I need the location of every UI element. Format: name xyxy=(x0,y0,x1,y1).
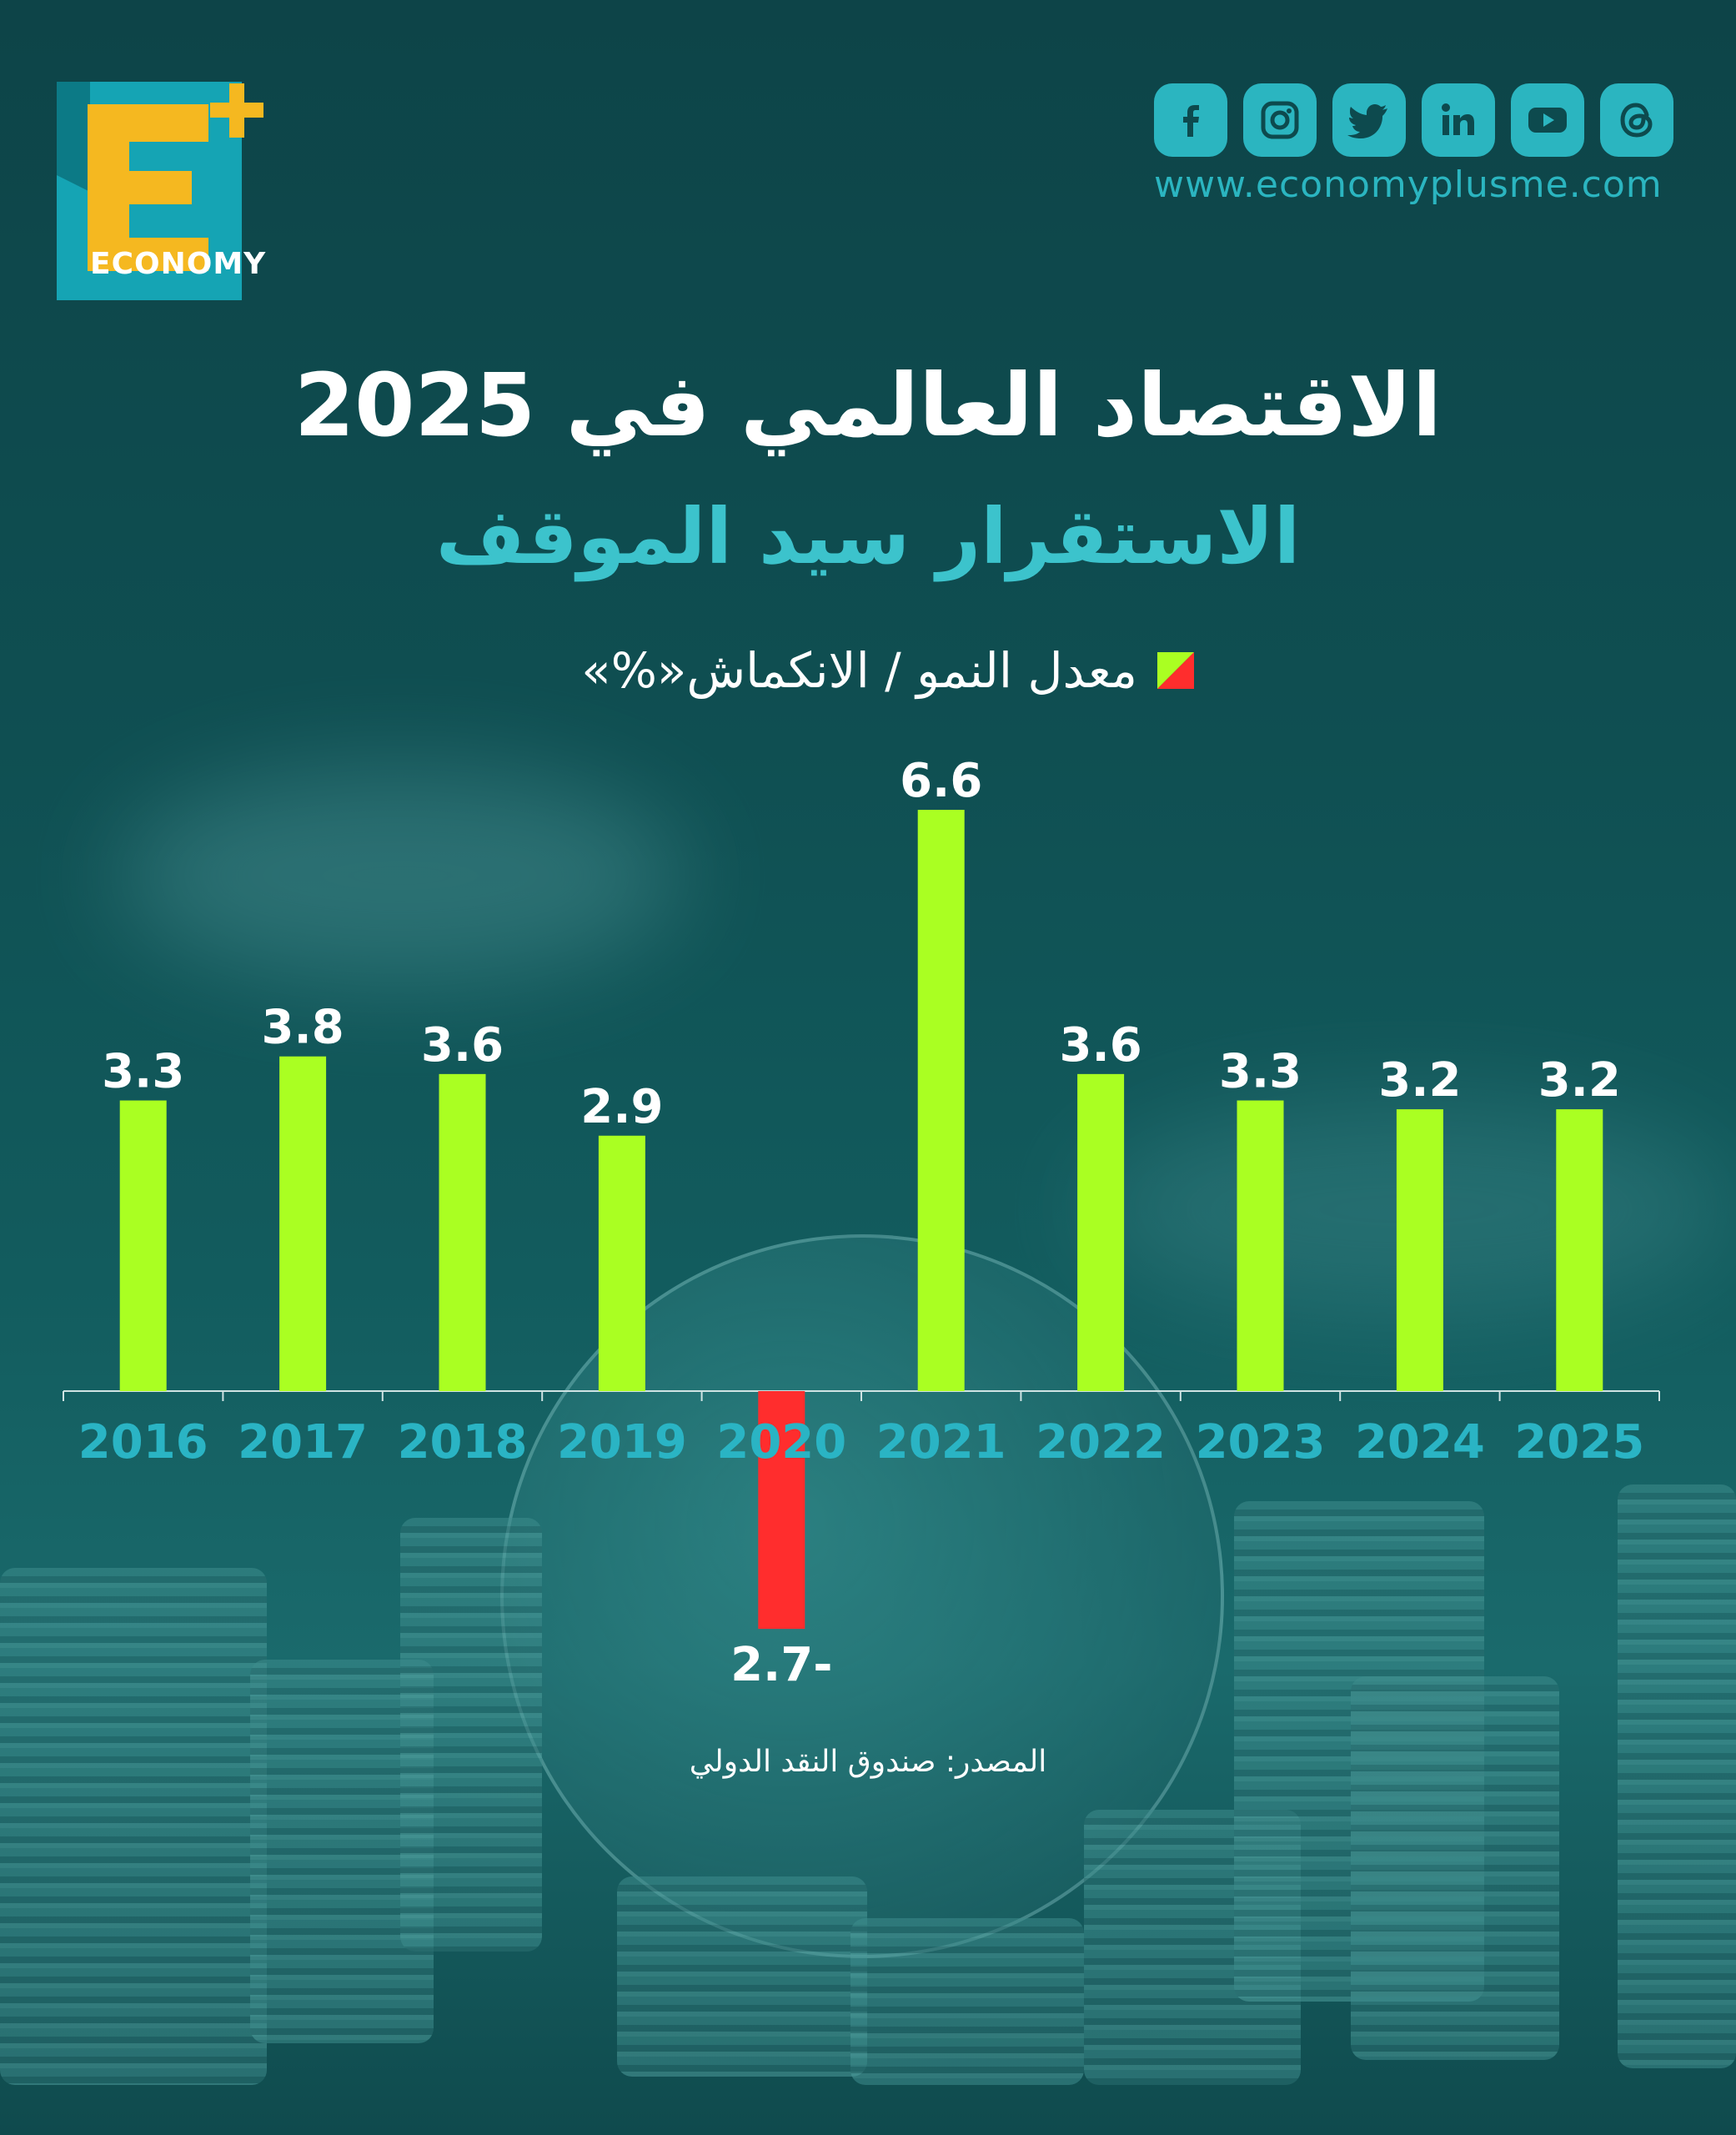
source-note: المصدر: صندوق النقد الدولي xyxy=(689,1745,1047,1779)
value-label-2019: 2.9 xyxy=(580,1080,663,1134)
value-label-2018: 3.6 xyxy=(421,1018,504,1073)
value-label-2024: 3.2 xyxy=(1378,1053,1461,1108)
page-title: الاقتصاد العالمي في 2025 xyxy=(294,354,1442,456)
legend-label: معدل النمو / الانكماش«%» xyxy=(581,642,1137,699)
threads-icon[interactable] xyxy=(1600,83,1673,157)
x-tick-label-2021: 2021 xyxy=(876,1415,1006,1469)
linkedin-icon[interactable] xyxy=(1422,83,1495,157)
youtube-icon[interactable] xyxy=(1511,83,1584,157)
coin-stack xyxy=(617,1876,867,2077)
facebook-icon[interactable] xyxy=(1154,83,1227,157)
value-label-2025: 3.2 xyxy=(1538,1053,1621,1108)
economy-logo[interactable] xyxy=(50,58,300,309)
x-tick-label-2024: 2024 xyxy=(1355,1415,1485,1469)
bar-2021 xyxy=(917,810,965,1391)
twitter-icon[interactable] xyxy=(1332,83,1406,157)
value-label-2021: 6.6 xyxy=(900,754,982,808)
bar-2016 xyxy=(119,1100,167,1391)
x-tick-label-2020: 2020 xyxy=(716,1415,846,1469)
x-tick-label-2016: 2016 xyxy=(78,1415,208,1469)
bar-2022 xyxy=(1077,1073,1125,1391)
coin-stack xyxy=(850,1918,1084,2085)
bar-2025 xyxy=(1556,1109,1603,1391)
bar-2018 xyxy=(439,1073,486,1391)
chart-legend: معدل النمو / الانكماش«%» xyxy=(581,642,1194,699)
bar-2019 xyxy=(598,1135,645,1391)
bar-2024 xyxy=(1396,1109,1443,1391)
instagram-icon[interactable] xyxy=(1243,83,1317,157)
coin-stack xyxy=(1618,1484,1736,2068)
coin-stack xyxy=(1351,1676,1559,2060)
bar-2020 xyxy=(758,1391,805,1630)
value-label-2022: 3.6 xyxy=(1059,1018,1141,1073)
cloud-shape xyxy=(117,767,684,984)
coin-stack xyxy=(0,1568,267,2085)
bar-2017 xyxy=(279,1056,327,1391)
page-subtitle: الاستقرار سيد الموقف xyxy=(435,492,1301,581)
value-label-2017: 3.8 xyxy=(261,1001,344,1055)
x-tick-label-2019: 2019 xyxy=(557,1415,687,1469)
legend-swatch xyxy=(1157,652,1194,689)
website-url[interactable]: www.economyplusme.com xyxy=(1154,163,1663,206)
value-label-2016: 3.3 xyxy=(102,1045,184,1099)
x-tick-label-2025: 2025 xyxy=(1514,1415,1644,1469)
x-tick-label-2022: 2022 xyxy=(1036,1415,1166,1469)
x-tick-label-2018: 2018 xyxy=(398,1415,528,1469)
value-label-2023: 3.3 xyxy=(1219,1045,1302,1099)
coin-stack xyxy=(400,1518,542,1952)
logo-wordmark: ECONOMY xyxy=(90,247,267,281)
x-tick-label-2017: 2017 xyxy=(238,1415,368,1469)
x-tick-label-2023: 2023 xyxy=(1196,1415,1326,1469)
bar-2023 xyxy=(1237,1100,1284,1391)
value-label-2020: 2.7- xyxy=(730,1638,832,1692)
